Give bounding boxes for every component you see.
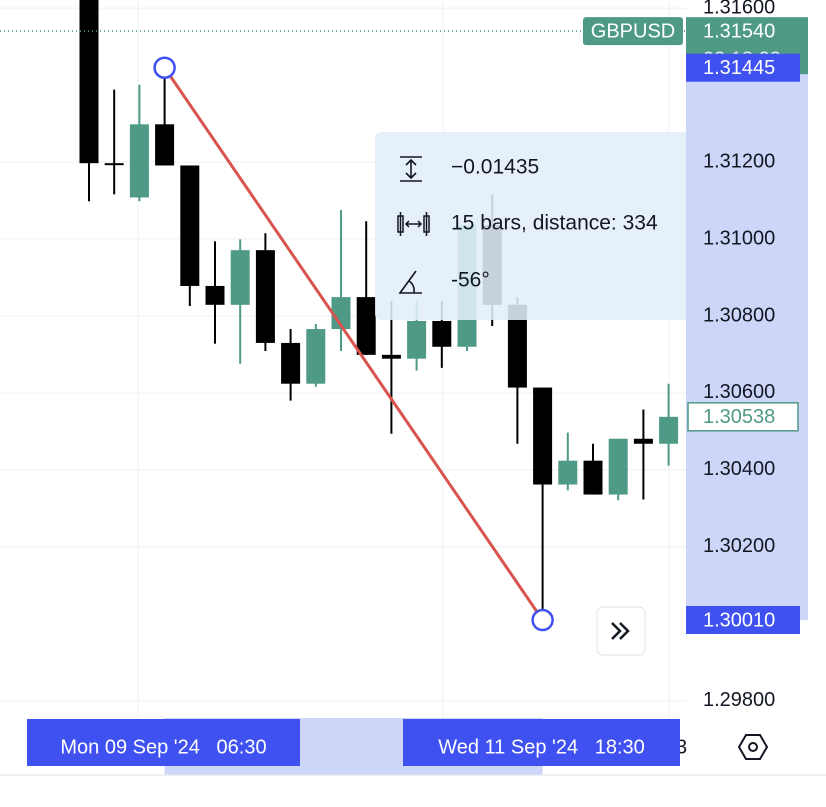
measure-line: [163, 66, 544, 621]
overlay: GBPUSD1.3154003:18:231.305381.314451.300…: [0, 17, 808, 766]
partial-time-label: 3: [676, 736, 687, 758]
candle-body: [407, 320, 427, 359]
last-price-label: 1.31540: [703, 20, 775, 42]
price-range-band: [686, 67, 808, 621]
candle-body: [180, 165, 200, 286]
candle-body: [558, 460, 578, 485]
candle-body: [533, 387, 553, 485]
candle-body: [155, 124, 175, 166]
y-tick-label: 1.31600: [703, 0, 775, 18]
candle-body: [608, 438, 628, 495]
candle-body: [104, 163, 124, 166]
candle-body: [507, 304, 527, 388]
y-tick-label: 1.31000: [703, 227, 775, 249]
time-label: Wed 11 Sep '24 18:30: [438, 736, 645, 758]
measure-price-label-bg: [686, 53, 800, 82]
candle-body: [356, 297, 376, 355]
measure-price-label-bg: [686, 606, 800, 635]
candle-body: [659, 416, 679, 444]
candle-body: [205, 285, 225, 305]
measure-price-label: 1.30010: [703, 609, 775, 631]
current-price-label-bg: [687, 402, 799, 432]
time-label-bg: [403, 719, 680, 766]
candle-body: [583, 460, 603, 495]
bars-distance: 15 bars, distance: 334: [451, 212, 658, 235]
candle-body: [432, 320, 452, 347]
candle-body: [281, 342, 301, 384]
y-tick-label: 1.30400: [703, 458, 775, 480]
settings-icon[interactable]: [737, 734, 769, 760]
scroll-button[interactable]: [596, 606, 646, 656]
symbol-label-bg: [583, 17, 683, 46]
y-tick-label: 1.30200: [703, 535, 775, 557]
measure-handle: [531, 608, 554, 632]
angle-icon: [398, 270, 422, 294]
y-tick-label: 1.31200: [703, 150, 775, 172]
candles: [79, 0, 679, 621]
candle-body: [381, 354, 401, 359]
candle-body: [230, 250, 250, 305]
y-tick-label: 1.30800: [703, 304, 775, 326]
measure-tooltip: −0.01435 15 bars, distance: 334 -56°: [375, 132, 686, 320]
y-tick-label: 1.30600: [703, 381, 775, 403]
tooltip-bg: [375, 132, 686, 320]
measure-handle: [153, 56, 176, 79]
candle-body: [129, 124, 149, 198]
time-label-bg: [27, 719, 300, 766]
candle-body: [306, 329, 326, 384]
candle-body: [255, 250, 275, 343]
current-price-label: 1.30538: [703, 406, 775, 428]
price-change: −0.01435: [451, 156, 539, 179]
price-icon: [400, 156, 422, 182]
settings-icon-center: [748, 742, 758, 752]
time-label: Mon 09 Sep '24 06:30: [60, 736, 266, 758]
symbol-label: GBPUSD: [591, 20, 675, 42]
candle-body: [79, 0, 99, 164]
grid: [0, 0, 686, 717]
candle-body: [633, 438, 653, 444]
chevrons-icon[interactable]: [611, 622, 630, 640]
y-tick-label: 1.29800: [703, 689, 775, 711]
angle: -56°: [451, 269, 490, 292]
measure-price-label: 1.31445: [703, 57, 775, 79]
bars-icon: [397, 212, 430, 236]
